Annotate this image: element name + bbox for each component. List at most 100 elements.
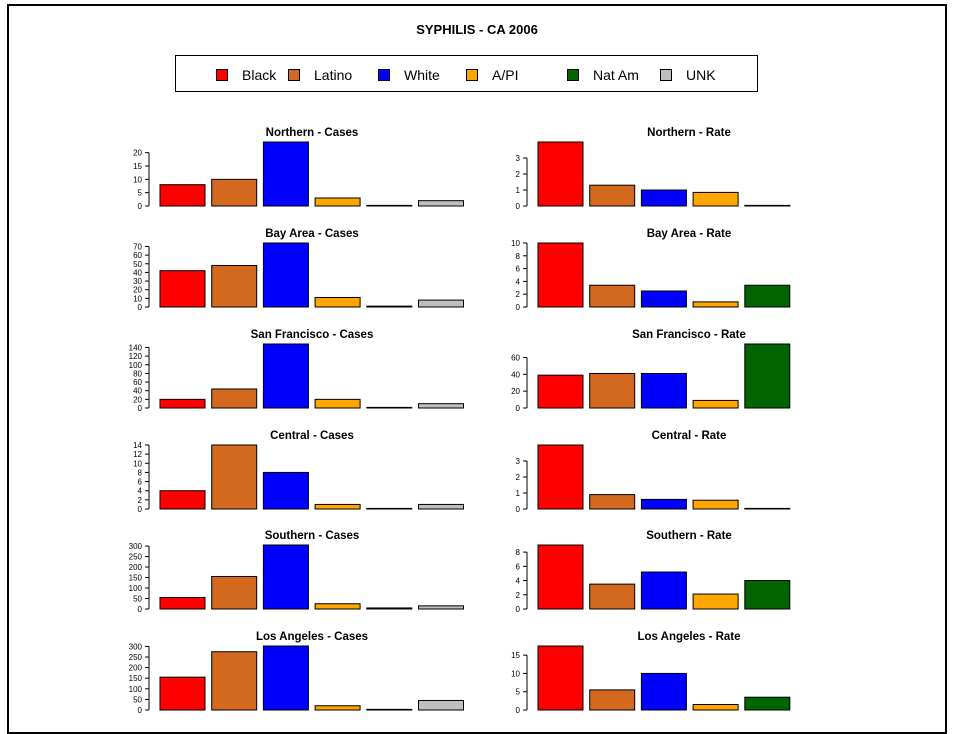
y-tick-label-bay-area-rate-4: 4 <box>516 277 521 286</box>
bar-southern-rate-white <box>640 571 687 610</box>
bar-southern-rate-black <box>537 544 584 610</box>
y-tick-label-bay-area-rate-8: 8 <box>516 252 521 261</box>
y-tick-label-central-cases-6: 6 <box>138 478 143 487</box>
bar-bay-area-rate-black <box>537 242 584 308</box>
bar-northern-rate-latino <box>589 184 636 207</box>
y-tick-label-southern-rate-8: 8 <box>516 548 521 557</box>
legend-swatch-natam <box>567 69 579 81</box>
y-tick-label-southern-rate-2: 2 <box>516 591 521 600</box>
bar-southern-cases-latino <box>211 575 258 610</box>
legend-swatch-white <box>378 69 390 81</box>
bar-bay-area-cases-black <box>159 270 206 308</box>
bar-los-angeles-rate-a-pi <box>692 704 739 711</box>
y-tick-label-san-francisco-cases-0: 0 <box>138 404 143 413</box>
bar-northern-rate-black <box>537 141 584 207</box>
bar-los-angeles-cases-white <box>262 645 309 711</box>
y-tick-label-northern-rate-1: 1 <box>516 186 521 195</box>
bar-bay-area-rate-latino <box>589 284 636 308</box>
y-tick-label-san-francisco-cases-100: 100 <box>129 361 143 370</box>
bar-northern-cases-latino <box>211 178 258 207</box>
y-tick-label-central-rate-0: 0 <box>516 505 521 514</box>
legend: Black Latino White A/PI Nat Am UNK <box>175 55 758 92</box>
bar-northern-cases-black <box>159 184 206 207</box>
y-tick-label-southern-cases-150: 150 <box>129 574 143 583</box>
bar-southern-cases-black <box>159 596 206 610</box>
bar-northern-rate-white <box>640 189 687 207</box>
y-tick-label-northern-cases-0: 0 <box>138 202 143 211</box>
y-tick-label-bay-area-cases-50: 50 <box>133 260 142 269</box>
legend-item-natam: Nat Am <box>567 67 639 83</box>
bar-los-angeles-rate-latino <box>589 689 636 711</box>
legend-item-unk: UNK <box>660 67 716 83</box>
bar-central-cases-black <box>159 490 206 510</box>
y-tick-label-central-cases-12: 12 <box>133 450 142 459</box>
y-tick-label-northern-cases-5: 5 <box>138 189 143 198</box>
y-tick-label-central-cases-0: 0 <box>138 505 143 514</box>
y-tick-label-central-rate-2: 2 <box>516 473 521 482</box>
y-tick-label-central-cases-2: 2 <box>138 496 143 505</box>
legend-label-unk: UNK <box>686 67 716 83</box>
bar-bay-area-cases-nat-am <box>366 305 413 308</box>
chart-title-los-angeles-rate: Los Angeles - Rate <box>637 631 740 643</box>
y-tick-label-southern-rate-0: 0 <box>516 605 521 614</box>
y-tick-label-los-angeles-cases-100: 100 <box>129 685 143 694</box>
chart-title-central-rate: Central - Rate <box>652 430 727 442</box>
y-tick-label-los-angeles-cases-300: 300 <box>129 642 143 651</box>
bar-los-angeles-cases-unk <box>418 699 464 711</box>
bar-los-angeles-cases-black <box>159 676 206 711</box>
bar-central-cases-nat-am <box>366 507 413 510</box>
y-tick-label-central-cases-8: 8 <box>138 468 143 477</box>
bar-northern-cases-white <box>262 141 309 207</box>
y-tick-label-los-angeles-rate-5: 5 <box>516 688 521 697</box>
bar-los-angeles-rate-black <box>537 645 584 711</box>
bar-bay-area-rate-white <box>640 290 687 308</box>
bar-los-angeles-cases-nat-am <box>366 708 413 711</box>
bar-bay-area-cases-white <box>262 242 309 308</box>
y-tick-label-central-cases-4: 4 <box>138 487 143 496</box>
y-tick-label-los-angeles-rate-10: 10 <box>511 669 520 678</box>
y-tick-label-central-cases-14: 14 <box>133 441 142 450</box>
bar-san-francisco-rate-a-pi <box>692 399 739 409</box>
bar-northern-rate-a-pi <box>692 191 739 207</box>
y-tick-label-san-francisco-rate-20: 20 <box>511 387 520 396</box>
legend-label-api: A/PI <box>492 67 519 83</box>
bar-bay-area-cases-unk <box>418 299 464 308</box>
chart-title-central-cases: Central - Cases <box>270 430 354 442</box>
y-tick-label-northern-rate-0: 0 <box>516 202 521 211</box>
bar-bay-area-cases-latino <box>211 264 258 308</box>
y-tick-label-southern-cases-0: 0 <box>138 605 143 614</box>
bar-san-francisco-cases-black <box>159 398 206 409</box>
bar-san-francisco-cases-nat-am <box>366 406 413 409</box>
bar-central-rate-a-pi <box>692 499 739 510</box>
chart-title-san-francisco-cases: San Francisco - Cases <box>251 329 374 341</box>
y-tick-label-southern-cases-250: 250 <box>129 553 143 562</box>
y-tick-label-bay-area-rate-6: 6 <box>516 265 521 274</box>
legend-item-black: Black <box>216 67 276 83</box>
legend-item-api: A/PI <box>466 67 518 83</box>
bar-central-cases-a-pi <box>314 503 361 510</box>
bar-northern-rate-nat-am <box>744 204 791 207</box>
legend-swatch-unk <box>660 69 672 81</box>
bar-los-angeles-rate-nat-am <box>744 696 791 711</box>
y-tick-label-bay-area-rate-10: 10 <box>511 239 520 248</box>
bar-bay-area-rate-nat-am <box>744 284 791 308</box>
legend-label-natam: Nat Am <box>593 67 639 83</box>
legend-swatch-latino <box>288 69 300 81</box>
y-tick-label-san-francisco-cases-140: 140 <box>129 343 143 352</box>
y-tick-label-san-francisco-cases-20: 20 <box>133 395 142 404</box>
y-tick-label-bay-area-cases-0: 0 <box>138 303 143 312</box>
bar-southern-rate-a-pi <box>692 593 739 610</box>
chart-title-bay-area-cases: Bay Area - Cases <box>265 228 359 240</box>
bar-central-cases-white <box>262 471 309 510</box>
y-tick-label-central-cases-10: 10 <box>133 459 142 468</box>
page-title: SYPHILIS - CA 2006 <box>416 22 538 37</box>
y-tick-label-san-francisco-cases-60: 60 <box>133 378 142 387</box>
bar-central-rate-white <box>640 498 687 510</box>
bar-san-francisco-rate-black <box>537 374 584 409</box>
y-tick-label-northern-rate-3: 3 <box>516 154 521 163</box>
bar-san-francisco-cases-white <box>262 343 309 409</box>
y-tick-label-northern-cases-15: 15 <box>133 162 142 171</box>
legend-label-white: White <box>404 67 440 83</box>
bar-san-francisco-cases-latino <box>211 388 258 409</box>
